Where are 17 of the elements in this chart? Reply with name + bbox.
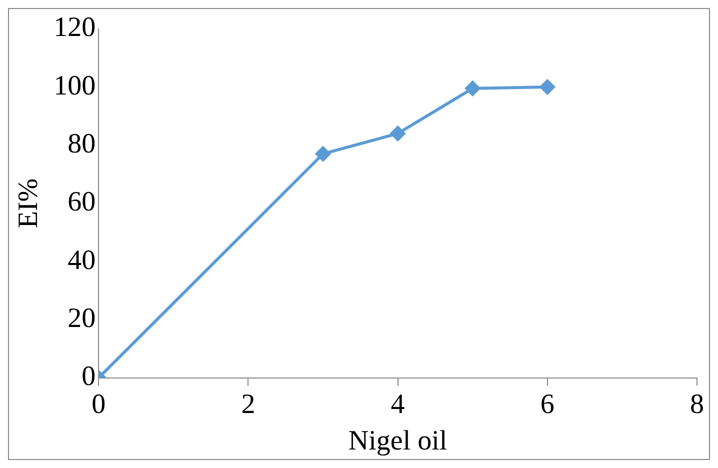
y-axis-title: EI% — [13, 178, 44, 228]
x-tick-label: 6 — [540, 388, 554, 420]
point — [390, 126, 406, 141]
x-tick-label: 2 — [241, 388, 256, 420]
y-tick-label: 120 — [54, 12, 96, 44]
y-tick-label: 0 — [82, 361, 96, 392]
y-tick-label: 100 — [54, 70, 96, 102]
y-tick-label: 60 — [68, 186, 96, 218]
point — [465, 80, 480, 96]
y-tick-label: 80 — [68, 128, 96, 160]
y-tick-label: 40 — [68, 244, 96, 276]
x-tick-label: 8 — [690, 388, 704, 420]
y-tick-label: 20 — [68, 302, 96, 334]
point — [316, 146, 330, 162]
x-axis-title: Nigel oil — [348, 426, 448, 457]
x-tick-label: 4 — [390, 388, 405, 420]
point — [540, 79, 555, 94]
